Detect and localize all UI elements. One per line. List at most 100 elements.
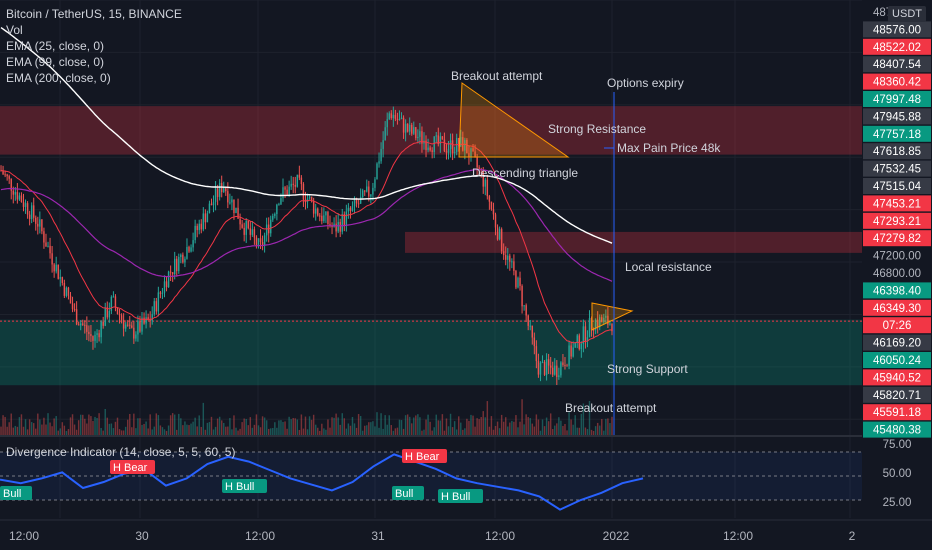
- volume-bar: [157, 415, 160, 435]
- volume-bar: [141, 424, 143, 435]
- candle-body: [460, 137, 462, 147]
- volume-bar: [247, 425, 249, 435]
- volume-bar: [188, 425, 190, 435]
- candle-body: [233, 199, 235, 214]
- price-label-bg: [863, 125, 931, 142]
- volume-bar: [135, 428, 137, 435]
- volume-bar: [464, 428, 466, 435]
- volume-bar: [235, 427, 237, 435]
- price-axis-label: 48407.54: [873, 59, 922, 71]
- candle-body: [14, 192, 17, 195]
- candle-body: [505, 255, 507, 260]
- annotation-label: Breakout attempt: [565, 401, 657, 415]
- candle-body: [239, 218, 241, 225]
- candle-body: [556, 365, 558, 377]
- zone-strong-support: [0, 319, 862, 386]
- volume-bar: [67, 429, 70, 435]
- candle-body: [451, 140, 454, 154]
- volume-bar: [558, 417, 560, 435]
- candle-body: [108, 310, 111, 318]
- candle-body: [380, 148, 382, 162]
- volume-bar: [462, 429, 464, 435]
- volume-bar: [537, 419, 540, 435]
- price-label-bg: [863, 195, 931, 212]
- candle-body: [474, 151, 476, 157]
- candle-body: [231, 199, 233, 203]
- candle-body: [106, 307, 108, 318]
- volume-bar: [547, 421, 550, 435]
- signal-badge-bg: [402, 449, 447, 463]
- candle-body: [135, 334, 137, 339]
- volume-bar: [376, 412, 378, 435]
- zone-local-resistance: [405, 231, 862, 253]
- candle-body: [84, 324, 86, 326]
- volume-bar: [208, 422, 211, 435]
- price-axis-label: 46050.24: [873, 355, 922, 367]
- volume-bar: [419, 417, 421, 435]
- volume-bar: [366, 425, 368, 435]
- candle-body: [65, 287, 68, 296]
- time-axis-label: 2022: [603, 529, 630, 543]
- legend-symbol: Bitcoin / TetherUS, 15, BINANCE: [6, 7, 182, 21]
- candle-body: [16, 192, 19, 200]
- price-label-bg: [863, 38, 931, 55]
- candle-body: [190, 247, 192, 252]
- candle-body: [171, 272, 174, 275]
- candle-body: [357, 203, 360, 205]
- volume-bar: [112, 428, 115, 435]
- volume-bar: [43, 417, 45, 435]
- signal-badge-label: H Bear: [113, 462, 148, 474]
- candle-body: [255, 237, 258, 246]
- signal-bull-badge: Bull: [392, 486, 424, 500]
- volume-bar: [392, 430, 395, 435]
- currency-button[interactable]: USDT: [888, 6, 926, 22]
- volume-bar: [494, 425, 497, 435]
- candle-body: [278, 204, 280, 206]
- candle-body: [482, 170, 484, 187]
- candle-body: [218, 182, 221, 197]
- volume-bar: [549, 413, 552, 435]
- volume-bar: [210, 416, 213, 435]
- candle-body: [173, 258, 176, 275]
- volume-bar: [241, 422, 243, 435]
- candle-body: [478, 167, 480, 169]
- candle-body: [549, 365, 552, 368]
- candle-body: [298, 174, 301, 178]
- volume-bar: [466, 418, 468, 435]
- price-label-bg: [863, 299, 931, 316]
- volume-bar: [519, 421, 521, 435]
- candle-body: [12, 190, 14, 195]
- volume-bar: [490, 416, 493, 435]
- volume-bar: [527, 417, 529, 435]
- candle-body: [110, 296, 113, 311]
- candle-body: [288, 186, 290, 196]
- candle-body: [390, 113, 393, 119]
- candle-body: [249, 228, 252, 235]
- volume-bar: [223, 422, 225, 435]
- candle-body: [49, 245, 51, 254]
- volume-bar: [443, 430, 446, 435]
- volume-bar: [184, 421, 186, 435]
- candle-body: [20, 195, 23, 202]
- volume-bar: [30, 422, 33, 435]
- volume-bar: [176, 429, 178, 435]
- volume-bar: [102, 430, 104, 435]
- volume-bar: [580, 413, 583, 435]
- candle-body: [227, 191, 229, 203]
- candle-body: [341, 214, 343, 232]
- volume-bar: [388, 415, 390, 435]
- candle-body: [533, 337, 536, 347]
- candle-body: [447, 149, 450, 153]
- volume-bar: [178, 413, 180, 435]
- candle-body: [126, 324, 129, 326]
- volume-bar: [408, 416, 411, 435]
- volume-bar: [194, 417, 196, 435]
- candle-body: [594, 319, 597, 330]
- volume-bar: [423, 429, 425, 435]
- volume-bar: [582, 403, 585, 435]
- candle-body: [421, 131, 423, 144]
- volume-bar: [560, 420, 562, 435]
- volume-bar: [455, 429, 458, 435]
- price-axis-label: 47200.00: [873, 251, 921, 263]
